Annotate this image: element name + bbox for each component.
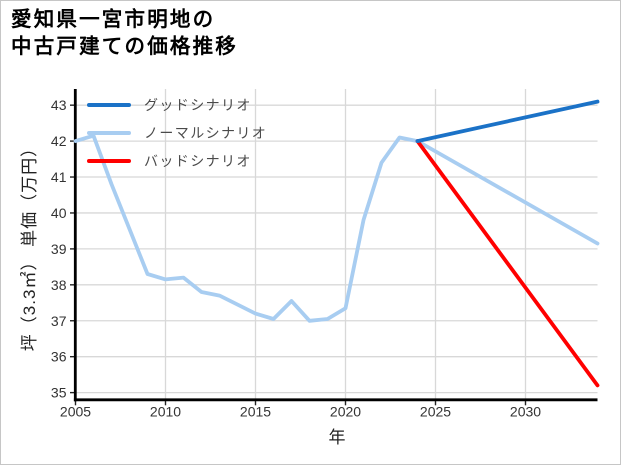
y-tick-label: 40 — [51, 205, 67, 221]
legend-item-normal: ノーマルシナリオ — [87, 119, 267, 147]
y-axis-label: 坪（3.3㎡） 単価（万円） — [20, 138, 39, 352]
legend-swatch-normal-scenario — [87, 131, 131, 135]
series-line-good-scenario — [415, 99, 600, 144]
legend: グッドシナリオ ノーマルシナリオ バッドシナリオ — [87, 91, 267, 175]
x-tick-label: 2020 — [330, 403, 361, 419]
legend-label-normal-scenario: ノーマルシナリオ — [144, 125, 268, 141]
chart-title-line-1: 愛知県一宮市明地の — [11, 8, 216, 31]
y-tick-label: 35 — [51, 385, 67, 401]
y-tick-label: 41 — [51, 169, 67, 185]
legend-label-bad-scenario: バッドシナリオ — [144, 153, 252, 169]
x-axis-label: 年 — [328, 428, 346, 447]
legend-label-good-scenario: グッドシナリオ — [144, 97, 252, 113]
legend-item-good: グッドシナリオ — [87, 91, 267, 119]
legend-swatch-bad-scenario — [87, 159, 131, 163]
x-tick-label: 2025 — [420, 403, 451, 419]
legend-swatch-good-scenario — [87, 103, 131, 107]
y-tick-label: 38 — [51, 277, 67, 293]
y-tick-label: 39 — [51, 241, 67, 257]
series-line-normal-scenario — [73, 133, 600, 323]
y-tick-label: 36 — [51, 349, 67, 365]
chart-title-line-2: 中古戸建ての価格推移 — [11, 35, 238, 58]
x-tick-label: 2015 — [240, 403, 271, 419]
series-line-bad-scenario — [415, 139, 600, 388]
x-tick-label: 2030 — [510, 403, 541, 419]
y-tick-label: 37 — [51, 313, 67, 329]
y-tick-label: 43 — [51, 97, 67, 113]
y-tick-label: 42 — [51, 133, 67, 149]
chart-title: 愛知県一宮市明地の 中古戸建ての価格推移 — [11, 6, 238, 60]
x-tick-label: 2010 — [150, 403, 181, 419]
legend-item-bad: バッドシナリオ — [87, 147, 267, 175]
x-tick-label: 2005 — [60, 403, 91, 419]
